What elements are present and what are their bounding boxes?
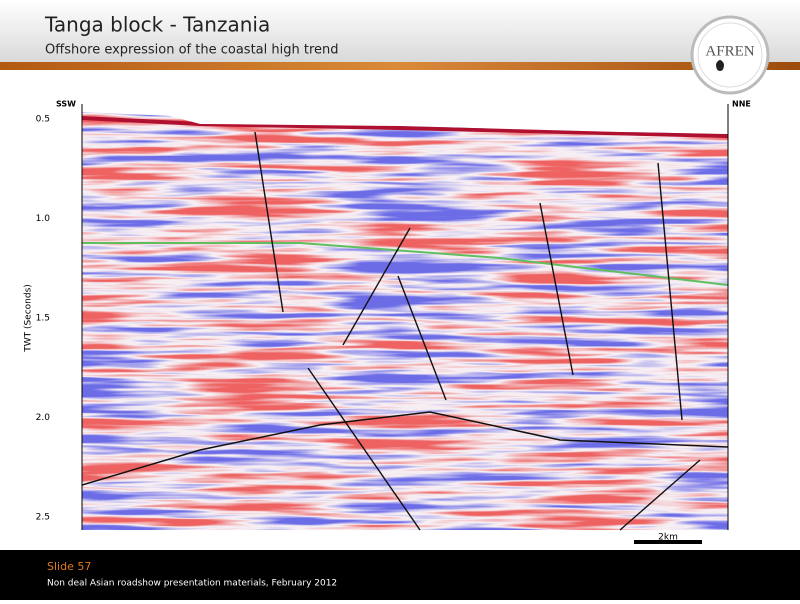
tick-label: 2.0 xyxy=(36,413,51,423)
scale-label: 2km xyxy=(658,533,678,543)
basement-horizon xyxy=(82,411,728,486)
seismic-texture xyxy=(82,112,728,530)
faults xyxy=(254,131,701,531)
tick-label: 2.5 xyxy=(36,513,50,523)
fault xyxy=(539,202,574,376)
tick-label: 1.5 xyxy=(36,314,50,324)
fault xyxy=(657,162,683,421)
subtitle: Offshore expression of the coastal high … xyxy=(45,43,339,58)
fault xyxy=(254,131,284,313)
fault xyxy=(397,275,447,401)
scale-bar xyxy=(634,540,702,544)
fault xyxy=(307,367,421,531)
axis-title: TWT (Seconds) xyxy=(24,284,34,353)
left-label: SSW xyxy=(56,100,76,109)
title: Tanga block - Tanzania xyxy=(44,13,270,37)
footer-bg xyxy=(0,550,800,600)
right-label: NNE xyxy=(732,100,751,109)
seafloor xyxy=(82,116,728,138)
header-rule xyxy=(0,62,800,70)
header-bg xyxy=(0,0,800,62)
logo-text: AFREN xyxy=(705,43,754,59)
logo-drop xyxy=(716,60,724,71)
seismic-section xyxy=(82,112,728,530)
footer-note: Non deal Asian roadshow presentation mat… xyxy=(47,579,337,589)
logo-badge xyxy=(690,15,770,95)
tick-label: 1.0 xyxy=(36,214,51,224)
green-horizon xyxy=(82,242,728,286)
fault xyxy=(342,227,411,346)
fault xyxy=(619,459,701,531)
tick-label: 0.5 xyxy=(36,115,50,125)
slide-number: Slide 57 xyxy=(47,560,91,573)
logo-ring xyxy=(697,22,763,88)
